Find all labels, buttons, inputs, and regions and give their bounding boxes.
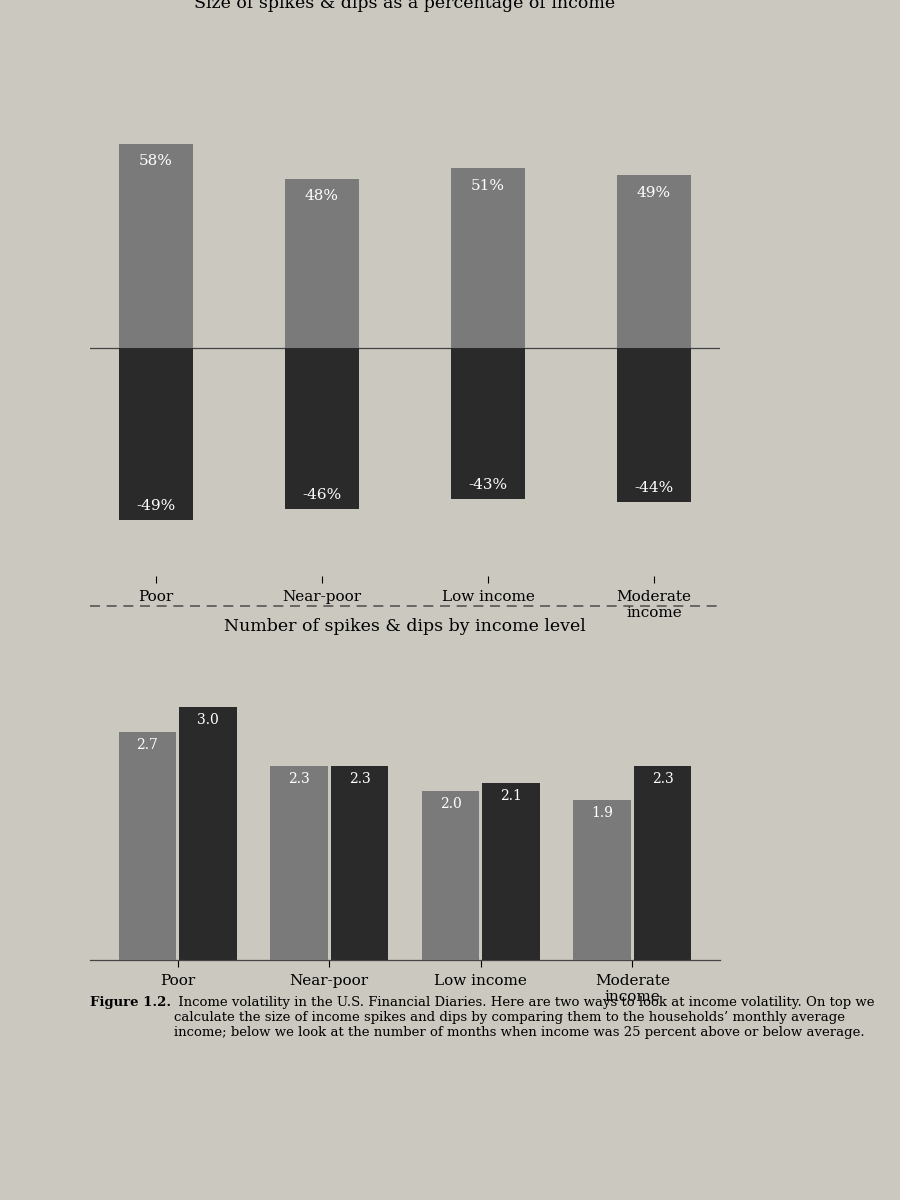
Title: Size of spikes & dips as a percentage of income: Size of spikes & dips as a percentage of…: [194, 0, 616, 12]
Bar: [331, 766, 388, 960]
Bar: [616, 348, 691, 502]
Text: -46%: -46%: [302, 488, 342, 502]
Text: 51%: 51%: [471, 179, 505, 193]
Text: 2.1: 2.1: [500, 788, 522, 803]
Bar: [451, 168, 526, 348]
Bar: [573, 799, 631, 960]
Bar: [119, 732, 176, 960]
Bar: [482, 782, 540, 960]
Bar: [634, 766, 691, 960]
Bar: [284, 348, 359, 509]
Text: 58%: 58%: [140, 155, 173, 168]
Bar: [616, 175, 691, 348]
Bar: [119, 348, 194, 520]
Text: 2.0: 2.0: [439, 797, 462, 811]
Bar: [422, 791, 479, 960]
Bar: [284, 179, 359, 348]
Bar: [119, 144, 194, 348]
Bar: [270, 766, 328, 960]
Text: -44%: -44%: [634, 481, 673, 496]
Text: 2.3: 2.3: [652, 772, 673, 786]
Text: 2.3: 2.3: [348, 772, 371, 786]
Text: 3.0: 3.0: [197, 713, 219, 727]
Text: 48%: 48%: [305, 190, 339, 204]
Text: Income volatility in the U.S. Financial Diaries. Here are two ways to look at in: Income volatility in the U.S. Financial …: [175, 996, 875, 1039]
Text: -43%: -43%: [468, 478, 508, 492]
Text: 2.7: 2.7: [137, 738, 158, 752]
Text: 2.3: 2.3: [288, 772, 310, 786]
Text: Figure 1.2.: Figure 1.2.: [90, 996, 171, 1009]
Text: 49%: 49%: [637, 186, 671, 200]
Title: Number of spikes & dips by income level: Number of spikes & dips by income level: [224, 618, 586, 635]
Bar: [179, 707, 237, 960]
Bar: [451, 348, 526, 499]
Text: 1.9: 1.9: [591, 805, 613, 820]
Text: -49%: -49%: [137, 499, 176, 512]
